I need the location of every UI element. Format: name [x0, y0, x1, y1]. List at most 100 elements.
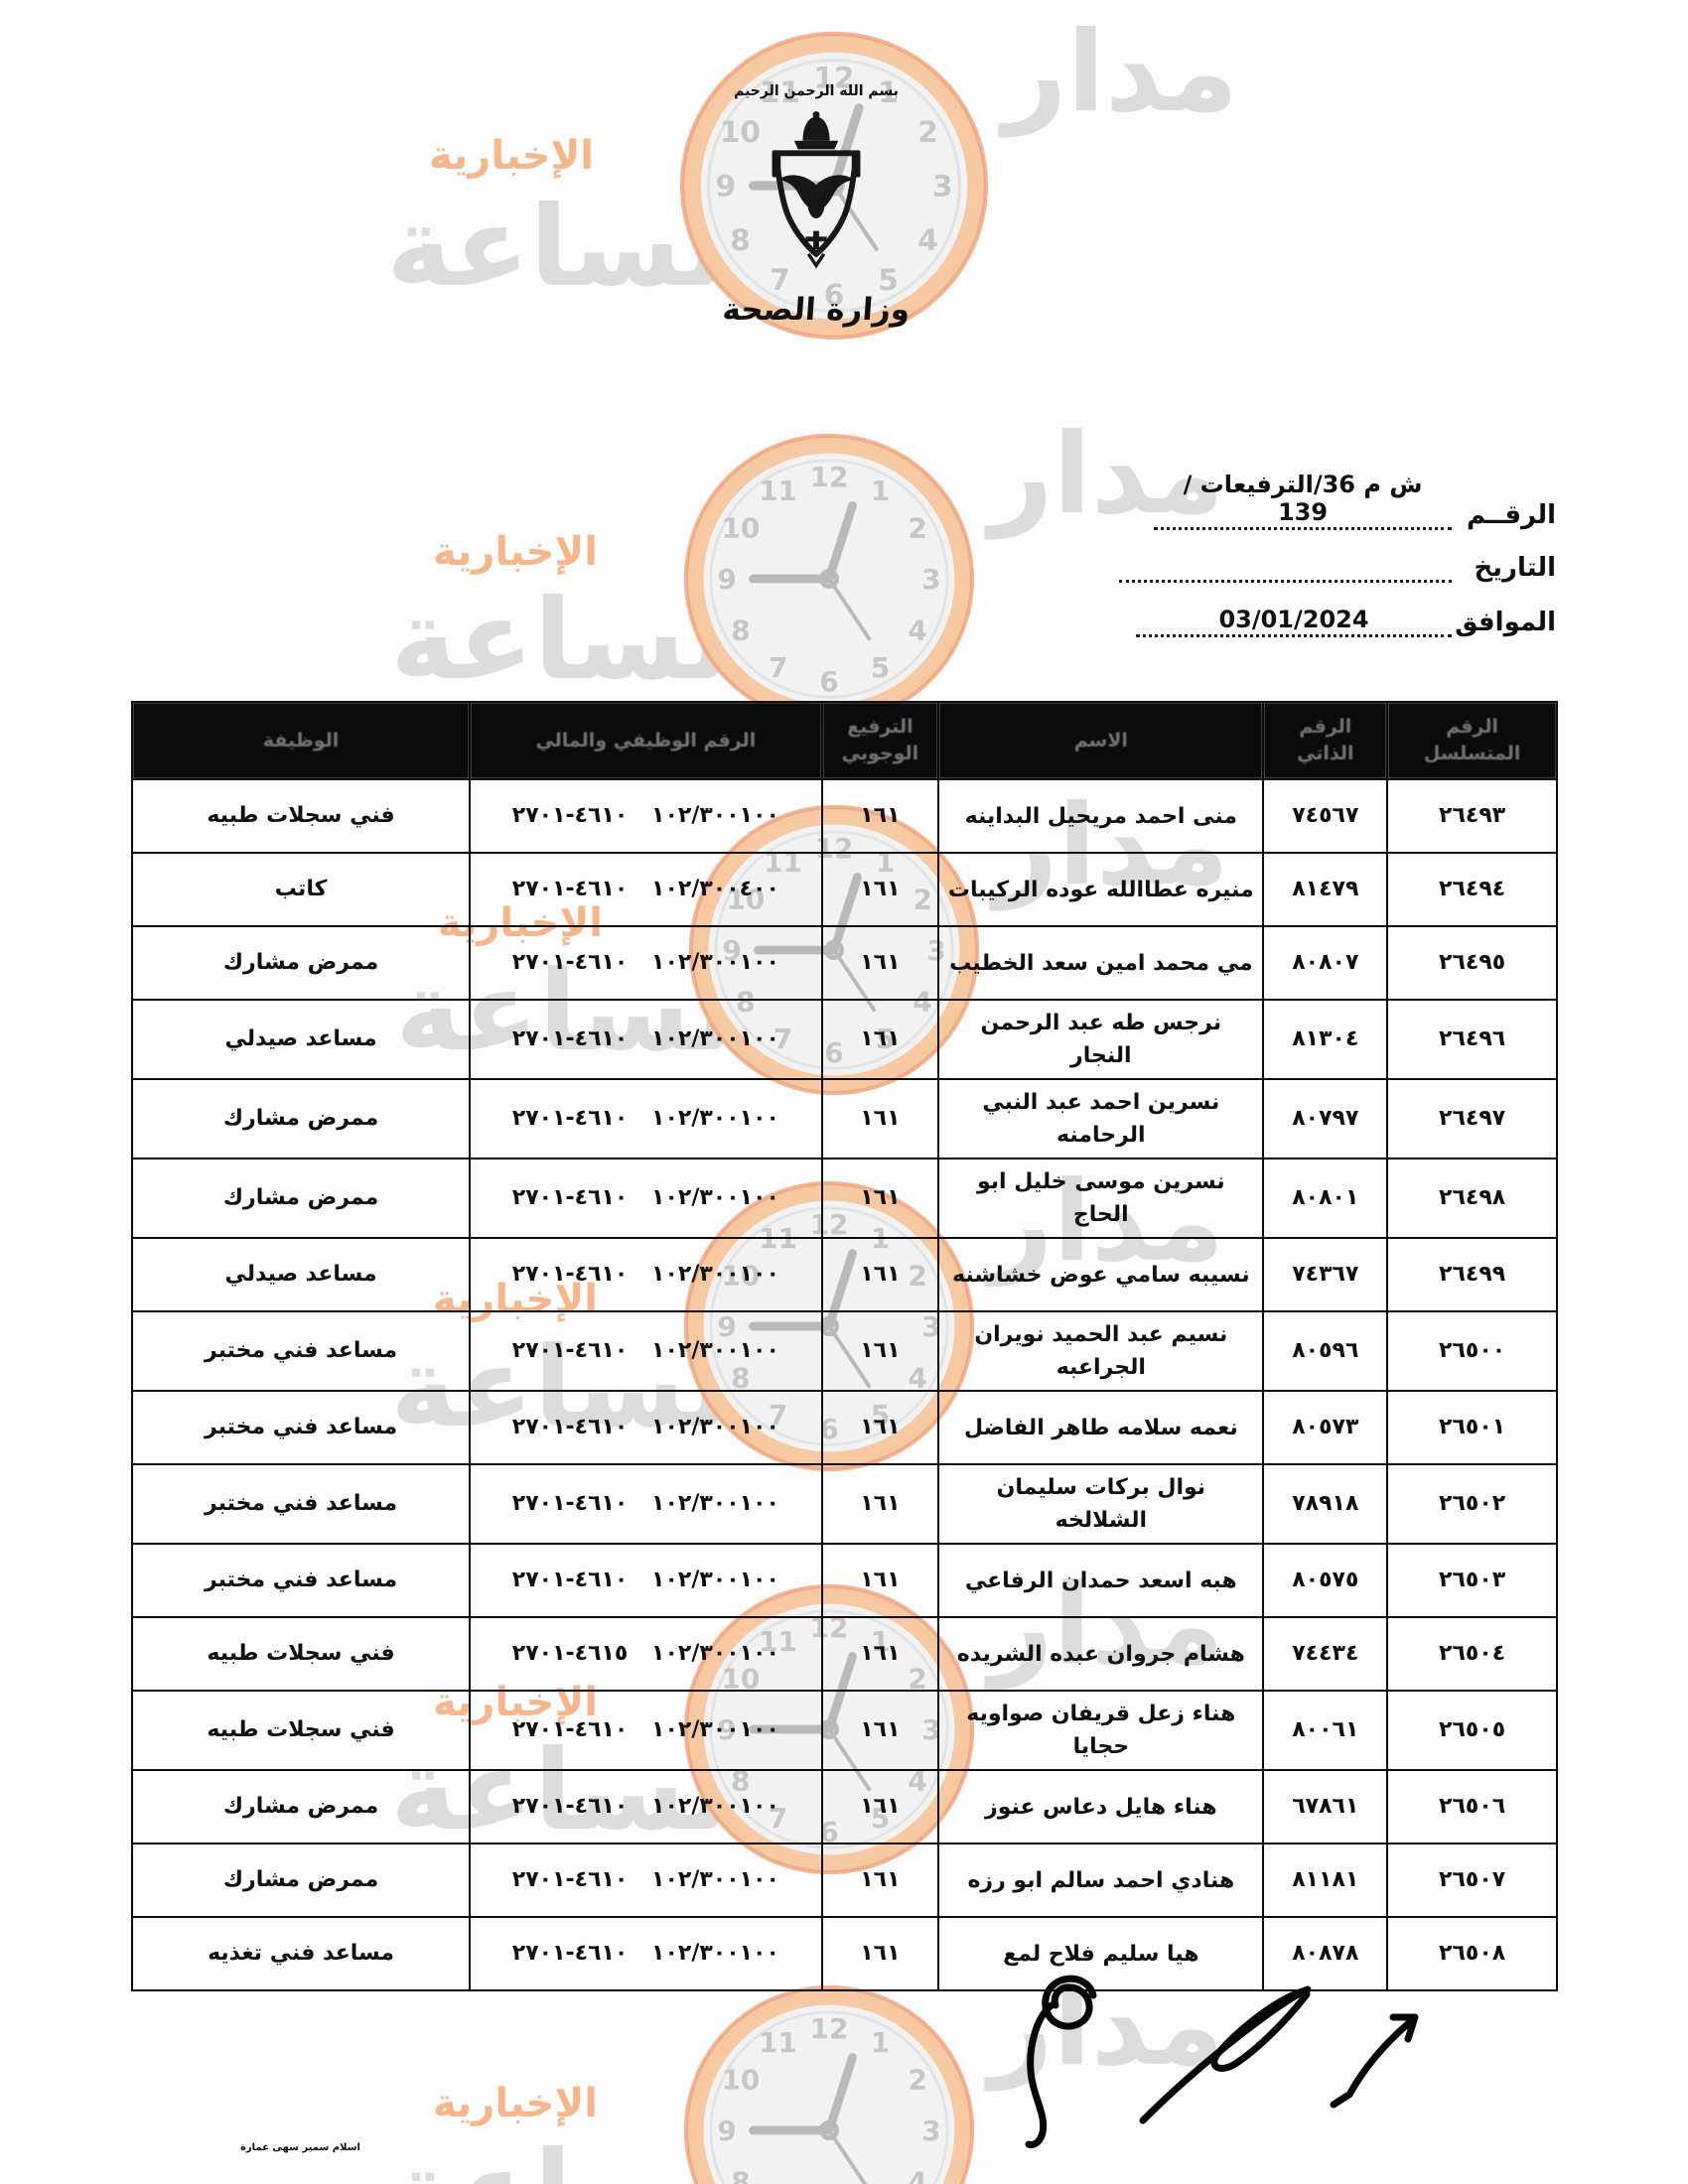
cell-financial-number: ١٠٢/٣٠٠١٠٠ ٤٦١٠-٢٧٠١	[469, 1463, 823, 1545]
col-header-financial-number: الرقم الوظيفي والمالي	[469, 701, 823, 780]
table-row: ٢٦٤٩٣ ٧٤٥٦٧ منى احمد مريحيل البداينه ١٦١…	[130, 778, 1558, 854]
cell-financial-number: ١٠٢/٣٠٠١٠٠ ٤٦١٠-٢٧٠١	[469, 999, 823, 1080]
table-row: ٢٦٥٠١ ٨٠٥٧٣ نعمه سلامه طاهر الفاضل ١٦١ ١…	[130, 1390, 1558, 1465]
cell-grade: ١٦١	[820, 778, 940, 854]
cell-employee-id: ٧٤٣٦٧	[1262, 1237, 1389, 1312]
cell-employee-name: نسرين احمد عبد النبي الرحامنه	[937, 1078, 1265, 1160]
svg-text:11: 11	[760, 74, 800, 109]
cell-grade: ١٦١	[820, 999, 940, 1080]
svg-text:2: 2	[908, 2064, 926, 2097]
reference-block: الرقــم ش م 36/الترفيعات / 139 التاريخ ا…	[1119, 471, 1556, 660]
cell-financial-number: ١٠٢/٣٠٠٤٠٠ ٤٦١٠-٢٧٠١	[469, 852, 823, 927]
svg-text:11: 11	[759, 2026, 797, 2059]
cell-financial-number: ١٠٢/٣٠٠١٠٠ ٤٦١٥-٢٧٠١	[469, 1616, 823, 1692]
cell-serial-number: ٢٦٥٠٧	[1386, 1843, 1558, 1918]
cell-grade: ١٦١	[820, 1158, 940, 1239]
cell-employee-id: ٧٤٤٣٤	[1262, 1616, 1389, 1692]
cell-serial-number: ٢٦٥٠٣	[1386, 1543, 1558, 1618]
cell-employee-name: هنادي احمد سالم ابو رزه	[937, 1843, 1265, 1918]
col-header-serial: الرقم المتسلسل	[1386, 701, 1558, 780]
cell-employee-id: ٨١٤٧٩	[1262, 852, 1389, 927]
table-row: ٢٦٥٠٦ ٦٧٨٦١ هناء هايل دعاس عنوز ١٦١ ١٠٢/…	[130, 1769, 1558, 1844]
cell-employee-name: هناء هايل دعاس عنوز	[937, 1769, 1265, 1844]
cell-job-title: ممرض مشارك	[130, 1769, 472, 1844]
table-row: ٢٦٤٩٥ ٨٠٨٠٧ مي محمد امين سعد الخطيب ١٦١ …	[130, 925, 1558, 1001]
cell-employee-id: ٨١١٨١	[1262, 1843, 1389, 1918]
cell-job-title: مساعد صيدلي	[130, 1237, 472, 1312]
cell-serial-number: ٢٦٥٠٤	[1386, 1616, 1558, 1692]
cell-employee-id: ٨٠٧٩٧	[1262, 1078, 1389, 1160]
letterhead: بسم الله الرحمن الرحيم وزارة الصحة	[707, 83, 925, 328]
svg-text:10: 10	[721, 512, 760, 545]
svg-text:2: 2	[917, 114, 938, 149]
watermark-suffix: الإخبارية	[433, 528, 598, 575]
cell-job-title: كاتب	[130, 852, 472, 927]
svg-text:9: 9	[717, 563, 736, 596]
table-row: ٢٦٤٩٨ ٨٠٨٠١ نسرين موسى خليل ابو الحاج ١٦…	[130, 1158, 1558, 1239]
cell-employee-name: منيره عطاالله عوده الركيبات	[937, 852, 1265, 927]
ref-date-label: التاريخ	[1474, 553, 1556, 583]
table-row: ٢٦٤٩٤ ٨١٤٧٩ منيره عطاالله عوده الركيبات …	[130, 852, 1558, 927]
svg-text:8: 8	[731, 2165, 750, 2184]
col-header-promotion: الترفيع الوجوبي	[820, 701, 940, 780]
cell-job-title: مساعد صيدلي	[130, 999, 472, 1080]
cell-financial-number: ١٠٢/٣٠٠١٠٠ ٤٦١٠-٢٧٠١	[469, 1158, 823, 1239]
cell-serial-number: ٢٦٤٩٦	[1386, 999, 1558, 1080]
cell-serial-number: ٢٦٤٩٩	[1386, 1237, 1558, 1312]
svg-text:12: 12	[810, 2012, 849, 2045]
cell-employee-id: ٨٠٠٦١	[1262, 1690, 1389, 1771]
cell-grade: ١٦١	[820, 1078, 940, 1160]
svg-text:4: 4	[917, 222, 938, 257]
cell-employee-name: مي محمد امين سعد الخطيب	[937, 925, 1265, 1001]
cell-grade: ١٦١	[820, 1543, 940, 1618]
cell-employee-name: نوال بركات سليمان الشلالخه	[937, 1463, 1265, 1545]
promotions-table: الرقم المتسلسل الرقم الذاتي الاسم الترفي…	[130, 701, 1558, 1991]
cell-grade: ١٦١	[820, 852, 940, 927]
svg-text:9: 9	[717, 2115, 736, 2147]
svg-text:12: 12	[810, 461, 849, 493]
svg-text:12: 12	[813, 60, 854, 94]
svg-text:1: 1	[871, 475, 890, 507]
svg-text:5: 5	[878, 262, 899, 297]
cell-employee-id: ٧٨٩١٨	[1262, 1463, 1389, 1545]
svg-text:6: 6	[824, 277, 845, 312]
ref-number-label: الرقــم	[1466, 500, 1556, 530]
svg-text:3: 3	[921, 2115, 940, 2147]
svg-text:4: 4	[908, 2165, 926, 2184]
svg-text:6: 6	[819, 665, 838, 698]
cell-serial-number: ٢٦٤٩٨	[1386, 1158, 1558, 1239]
cell-serial-number: ٢٦٥٠٥	[1386, 1690, 1558, 1771]
cell-job-title: ممرض مشارك	[130, 1843, 472, 1918]
footer-note: اسلام سمير سهى عمارة	[240, 2142, 360, 2153]
cell-employee-name: هبه اسعد حمدان الرفاعي	[937, 1543, 1265, 1618]
svg-text:9: 9	[715, 169, 736, 204]
cell-employee-id: ٨٠٨٧٨	[1262, 1916, 1389, 1991]
svg-text:1: 1	[871, 2026, 890, 2059]
svg-text:3: 3	[921, 563, 940, 596]
svg-text:2: 2	[908, 512, 926, 545]
cell-employee-name: هناء زعل قريفان صواويه حجايا	[937, 1690, 1265, 1771]
cell-serial-number: ٢٦٤٩٧	[1386, 1078, 1558, 1160]
cell-employee-id: ٨٠٥٧٥	[1262, 1543, 1389, 1618]
watermark-suffix: الإخبارية	[433, 2080, 598, 2126]
watermark-suffix: الإخبارية	[429, 133, 594, 180]
cell-employee-name: نسيم عبد الحميد نويران الجراعبه	[937, 1310, 1265, 1392]
cell-employee-name: هشام جروان عبده الشريده	[937, 1616, 1265, 1692]
svg-text:5: 5	[871, 651, 890, 684]
col-header-name: الاسم	[937, 701, 1265, 780]
table-row: ٢٦٥٠٧ ٨١١٨١ هنادي احمد سالم ابو رزه ١٦١ …	[130, 1843, 1558, 1918]
cell-grade: ١٦١	[820, 1843, 940, 1918]
table-row: ٢٦٤٩٩ ٧٤٣٦٧ نسيبه سامي عوض خشاشنه ١٦١ ١٠…	[130, 1237, 1558, 1312]
cell-job-title: فني سجلات طبيه	[130, 1690, 472, 1771]
cell-grade: ١٦١	[820, 1463, 940, 1545]
royal-crest-icon	[772, 111, 861, 269]
cell-job-title: مساعد فني مختبر	[130, 1310, 472, 1392]
cell-serial-number: ٢٦٤٩٣	[1386, 778, 1558, 854]
cell-employee-id: ٨٠٨٠٧	[1262, 925, 1389, 1001]
ministry-title: وزارة الصحة	[721, 292, 912, 328]
svg-text:8: 8	[730, 222, 751, 257]
